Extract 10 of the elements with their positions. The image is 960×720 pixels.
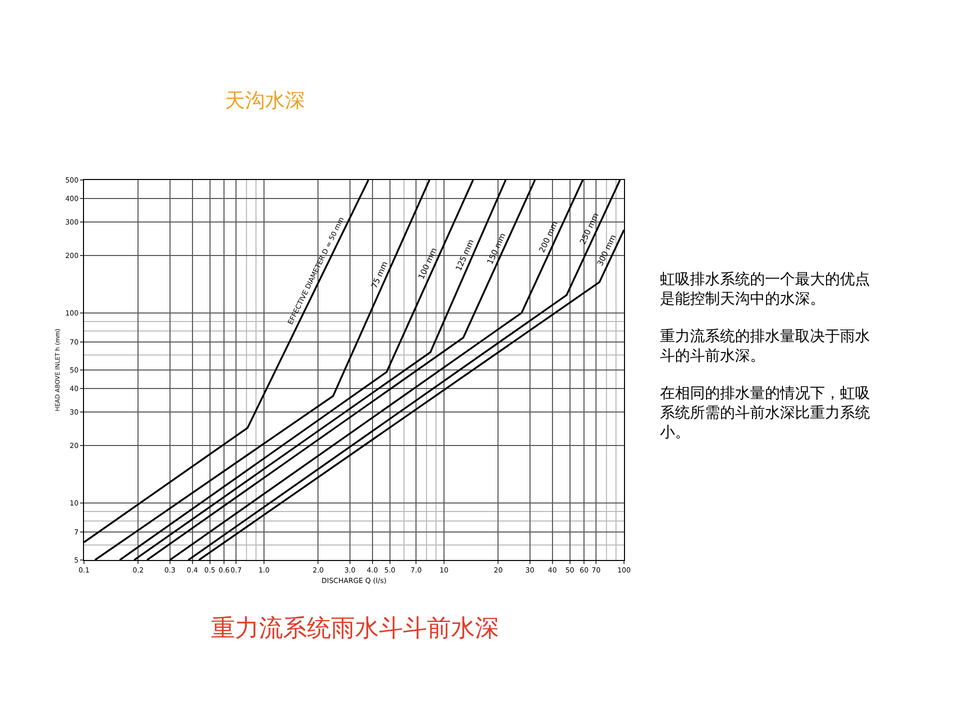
text: 200 mm [537,220,560,254]
text: 75 mm [370,260,390,290]
text: 在相同的排水量的情况下，虹吸系统所需的斗前水深比重力系统小。 [660,384,870,441]
chart-title: 天沟水深 [225,88,305,112]
text: 100 mm [416,246,439,281]
text: 150 mm [485,232,508,266]
text: 重力流系统的排水量取决于雨水斗的斗前水深。 [660,327,870,364]
text: 虹吸排水系统的一个最大的优点是能控制天沟中的水深。 [660,270,870,308]
text: 125 mm [454,238,476,272]
text: 重力流系统雨水斗斗前水深 [211,614,499,642]
